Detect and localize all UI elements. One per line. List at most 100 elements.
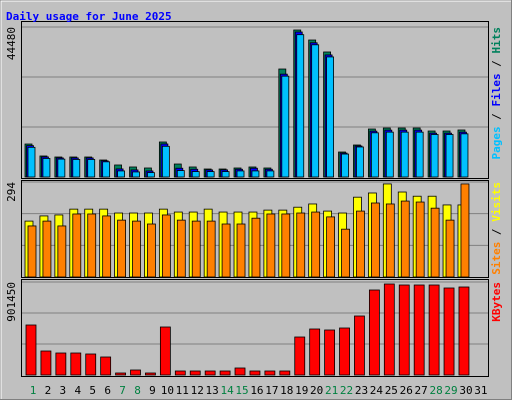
- bar: [176, 219, 186, 278]
- bar: [147, 223, 156, 278]
- bar: [55, 352, 67, 376]
- x-tick-label: 11: [176, 384, 189, 397]
- bar: [368, 289, 380, 376]
- bar: [132, 220, 141, 278]
- bar: [189, 370, 201, 376]
- bar: [385, 131, 394, 178]
- x-tick-label: 20: [310, 384, 323, 397]
- legend-entry: KBytes: [490, 282, 503, 322]
- bar: [443, 287, 455, 376]
- bar: [57, 225, 67, 278]
- bar: [40, 350, 52, 376]
- bar: [249, 370, 261, 376]
- bar: [87, 213, 97, 278]
- bar: [264, 370, 276, 376]
- bar: [102, 215, 112, 278]
- bar: [281, 213, 291, 278]
- panel: [21, 279, 489, 377]
- bar: [281, 75, 290, 178]
- legend-entry: Files: [490, 73, 503, 106]
- bar: [147, 172, 155, 178]
- x-tick-label: 26: [400, 384, 413, 397]
- bar: [70, 352, 82, 376]
- bar: [296, 34, 305, 178]
- bar: [161, 214, 171, 278]
- bar: [72, 213, 82, 278]
- bar: [117, 219, 126, 278]
- x-tick-label: 1: [30, 384, 37, 397]
- y-tick-label: 901450: [5, 282, 18, 322]
- bar: [311, 211, 321, 278]
- panel: [21, 21, 489, 179]
- x-tick-label: 15: [235, 384, 248, 397]
- bar: [100, 356, 112, 376]
- x-tick-label: 25: [385, 384, 398, 397]
- x-tick-label: 17: [265, 384, 278, 397]
- bar: [341, 153, 349, 178]
- x-tick-label: 16: [250, 384, 263, 397]
- bar: [42, 220, 52, 278]
- legend-separator: /: [490, 222, 503, 242]
- y-tick-label: 294: [5, 182, 18, 202]
- x-tick-label: 14: [220, 384, 234, 397]
- bar: [266, 170, 275, 178]
- bar: [115, 372, 126, 376]
- bar: [236, 170, 245, 178]
- bar: [370, 202, 380, 278]
- x-tick-label: 5: [89, 384, 96, 397]
- bar: [174, 370, 186, 376]
- bar: [102, 161, 111, 178]
- bar: [398, 284, 410, 376]
- bar: [204, 370, 216, 376]
- bar: [460, 183, 470, 278]
- x-tick-label: 21: [325, 384, 338, 397]
- bar: [324, 329, 336, 376]
- bar: [219, 370, 231, 376]
- bar: [370, 132, 379, 178]
- chart-title: Daily usage for June 2025: [6, 10, 172, 23]
- bar: [400, 131, 409, 178]
- legend: Pages / Files / Hits: [490, 27, 503, 160]
- bar: [27, 225, 37, 278]
- bar: [428, 284, 440, 376]
- bar: [356, 210, 365, 278]
- bar: [132, 171, 140, 178]
- bar: [354, 315, 365, 376]
- x-tick-label: 10: [161, 384, 174, 397]
- bar: [159, 326, 171, 376]
- bar: [176, 170, 185, 178]
- bar: [460, 133, 469, 178]
- bar: [25, 324, 37, 376]
- bar: [296, 212, 306, 278]
- x-tick-label: 8: [134, 384, 141, 397]
- bar: [430, 134, 439, 178]
- bar: [72, 159, 81, 178]
- y-tick-label: 44480: [5, 27, 18, 60]
- bar: [27, 146, 36, 178]
- x-tick-label: 24: [370, 384, 384, 397]
- bar: [57, 158, 66, 178]
- bar: [311, 44, 320, 178]
- bar: [206, 171, 215, 178]
- x-tick-label: 31: [474, 384, 487, 397]
- bar: [234, 367, 246, 376]
- x-tick-label: 22: [340, 384, 353, 397]
- x-tick-label: 4: [74, 384, 81, 397]
- legend: KBytes: [490, 282, 503, 322]
- x-tick-label: 30: [459, 384, 472, 397]
- x-tick-label: 18: [280, 384, 293, 397]
- bar: [145, 372, 156, 376]
- x-tick-label: 23: [355, 384, 368, 397]
- legend-entry: Sites: [490, 242, 503, 275]
- bar: [42, 158, 51, 178]
- bar: [294, 336, 306, 376]
- x-tick-label: 29: [444, 384, 457, 397]
- bar: [458, 286, 470, 376]
- bar: [413, 284, 425, 376]
- x-tick-label: 3: [60, 384, 67, 397]
- bar: [85, 353, 97, 376]
- x-tick-label: 9: [149, 384, 156, 397]
